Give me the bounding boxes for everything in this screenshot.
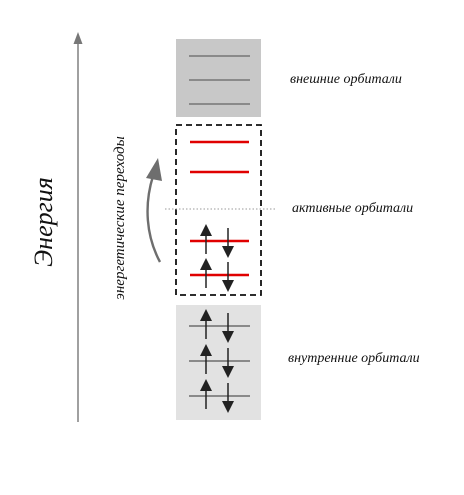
transition-arrow-icon — [146, 158, 162, 263]
active-orbitals-label: активные орбитали — [292, 201, 413, 216]
transitions-label: энергетические переходы — [112, 136, 128, 300]
active-orbitals-region — [175, 124, 262, 296]
energy-axis-label: Энергия — [29, 177, 58, 267]
outer-orbitals-region — [176, 39, 261, 117]
inner-orbitals-region — [176, 305, 261, 420]
energy-axis — [73, 32, 83, 422]
outer-orbitals-label: внешние орбитали — [290, 72, 402, 87]
axis-arrow-icon — [73, 32, 83, 44]
inner-orbitals-label: внутренние орбитали — [288, 351, 420, 366]
